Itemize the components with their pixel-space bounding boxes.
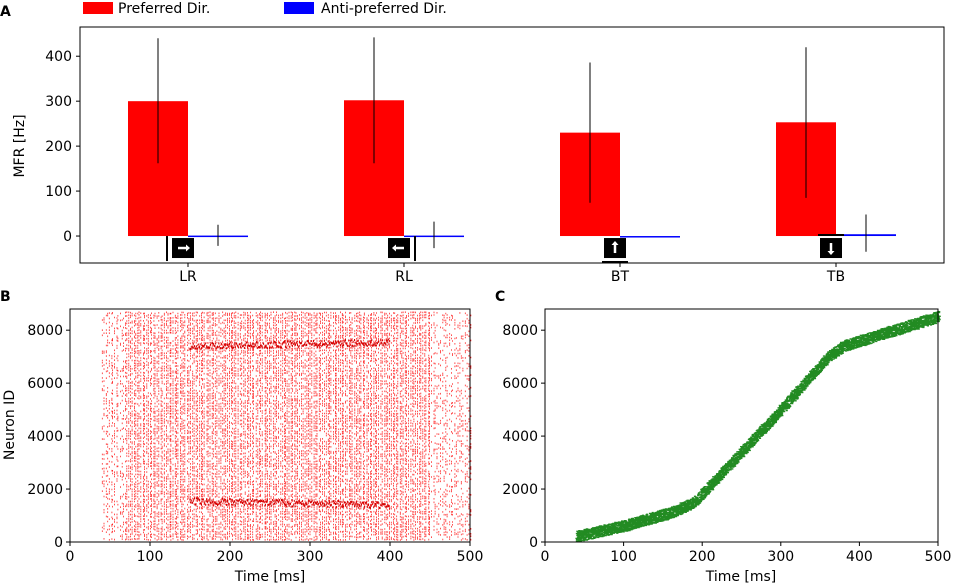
wave-spikes <box>575 311 941 543</box>
arrow-right-icon <box>166 236 194 262</box>
panel-c-x-tick-label-200: 200 <box>689 549 716 565</box>
panel-b-y-tick-label-6000: 6000 <box>27 376 63 392</box>
y-tick-label-100: 100 <box>45 184 72 200</box>
panel-b-x-tick-label-300: 300 <box>297 549 324 565</box>
panel-b-letter: B <box>0 289 11 305</box>
panel-b-x-axis-label: Time [ms] <box>234 569 306 585</box>
x-tick-label-bt: BT <box>611 269 630 285</box>
panel-c-y-tick-label-8000: 8000 <box>502 323 538 339</box>
legend-label-preferred: Preferred Dir. <box>118 1 210 17</box>
panel-c-y-tick-label-0: 0 <box>529 535 538 551</box>
panel-c-frame <box>544 308 939 543</box>
panel-c-x-tick-label-100: 100 <box>610 549 637 565</box>
panel-b-x-tick-label-200: 200 <box>217 549 244 565</box>
arrow-left-icon <box>388 236 416 262</box>
legend: Preferred Dir. Anti-preferred Dir. <box>83 1 447 17</box>
panel-a-bar-chart: 0 100 200 300 400 LR RL BT TB MFR [Hz] <box>12 26 945 285</box>
panel-c-raster: 0 2000 4000 6000 8000 0 100 200 300 400 500 Time … <box>502 308 952 585</box>
panel-b-raster: 0 2000 4000 6000 8000 0 100 200 300 400 500 Time … <box>2 308 484 585</box>
legend-swatch-preferred <box>83 2 113 14</box>
arrow-up-icon <box>602 238 628 264</box>
panel-a-frame <box>79 26 945 264</box>
panel-b-y-tick-label-8000: 8000 <box>27 323 63 339</box>
x-tick-label-rl: RL <box>395 269 413 285</box>
panel-b-frame <box>69 308 471 543</box>
panel-b-y-tick-label-4000: 4000 <box>27 429 63 445</box>
raster-dense-band <box>189 338 391 351</box>
panel-c-x-tick-label-0: 0 <box>541 549 550 565</box>
x-tick-label-lr: LR <box>179 269 197 285</box>
y-tick-label-400: 400 <box>45 49 72 65</box>
panel-c-y-tick-label-6000: 6000 <box>502 376 538 392</box>
panel-b-x-tick-label-500: 500 <box>457 549 484 565</box>
panel-b-x-tick-label-400: 400 <box>377 549 404 565</box>
bar-antipreferred-bt <box>620 236 680 238</box>
panel-b-y-axis-label: Neuron ID <box>2 390 18 460</box>
arrow-down-icon <box>818 234 844 259</box>
panel-b-y-tick-label-2000: 2000 <box>27 482 63 498</box>
panel-c-x-axis-label: Time [ms] <box>705 569 777 585</box>
y-tick-label-200: 200 <box>45 139 72 155</box>
panel-c-letter: C <box>495 289 505 305</box>
panel-b-y-tick-label-0: 0 <box>54 535 63 551</box>
y-tick-label-0: 0 <box>63 229 72 245</box>
panel-c-y-tick-label-2000: 2000 <box>502 482 538 498</box>
legend-label-antipreferred: Anti-preferred Dir. <box>321 1 447 17</box>
legend-swatch-antipreferred <box>284 2 314 14</box>
x-tick-label-tb: TB <box>826 269 845 285</box>
panel-b-x-tick-label-100: 100 <box>137 549 164 565</box>
panel-b-x-tick-label-0: 0 <box>66 549 75 565</box>
y-tick-label-300: 300 <box>45 94 72 110</box>
panel-c-x-tick-label-400: 400 <box>846 549 873 565</box>
panel-c-x-tick-label-500: 500 <box>925 549 952 565</box>
panel-c-x-tick-label-300: 300 <box>767 549 794 565</box>
raster-spikes <box>101 311 472 541</box>
panel-a-y-axis-label: MFR [Hz] <box>12 114 28 177</box>
panel-c-y-tick-label-4000: 4000 <box>502 429 538 445</box>
raster-dense-band <box>189 497 391 510</box>
panel-a-letter: A <box>0 4 11 20</box>
